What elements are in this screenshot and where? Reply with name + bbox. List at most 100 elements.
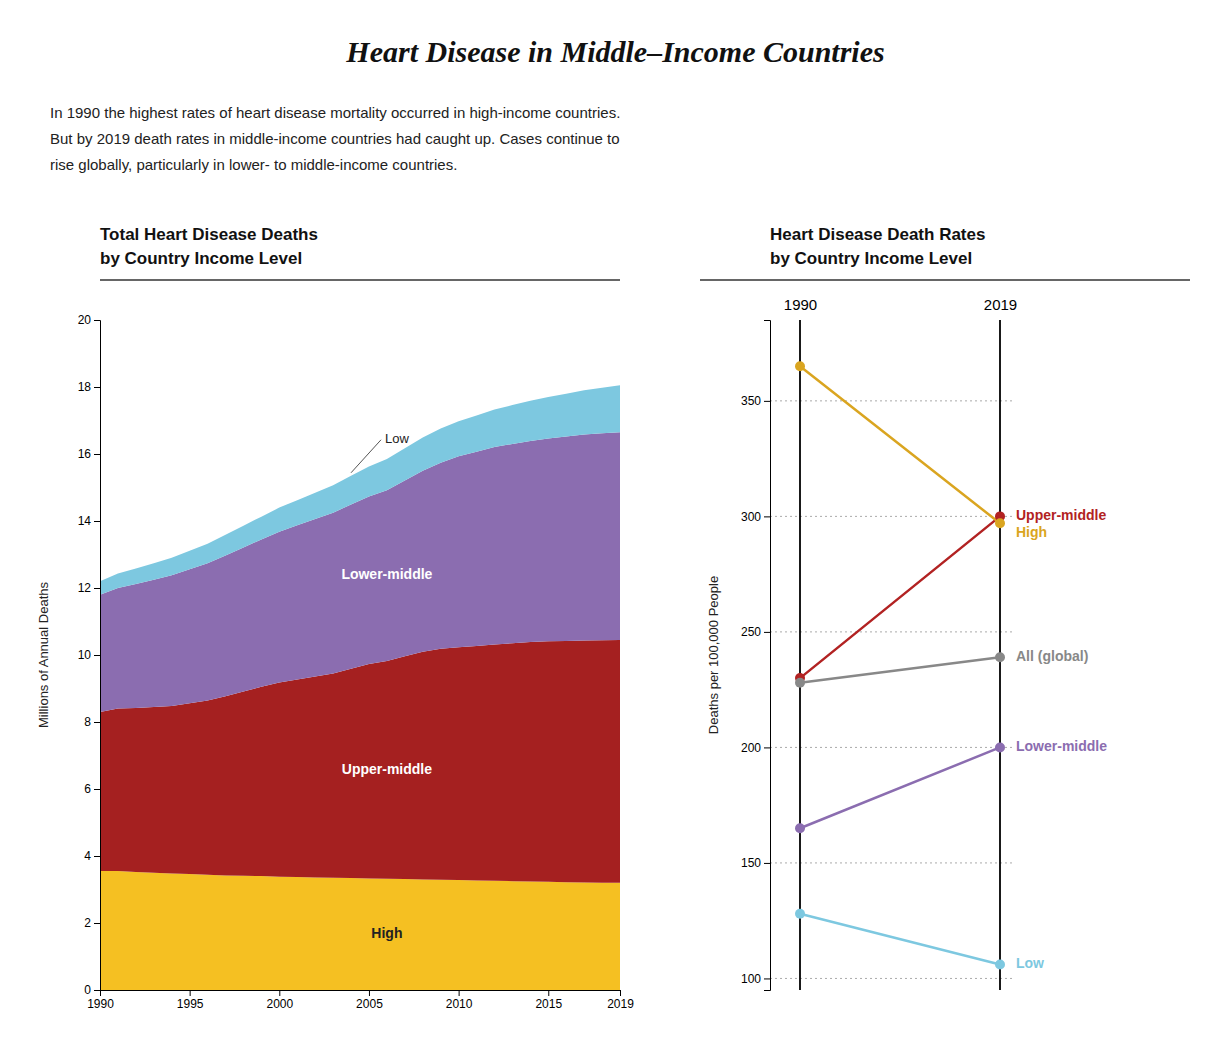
point (795, 823, 805, 833)
series-label: Low (1016, 955, 1044, 971)
tick: 14 (78, 514, 100, 528)
line (800, 366, 1000, 523)
tick: 1995 (177, 990, 204, 1011)
tick-mark (94, 655, 100, 656)
title: Heart Disease in Middle–Income Countries (345, 35, 884, 68)
tick: 0 (84, 983, 100, 997)
tick-label: 18 (78, 380, 92, 394)
axis-line (764, 321, 771, 991)
tick-mark (764, 978, 770, 979)
axis-line (101, 991, 621, 997)
tick: 2019 (607, 990, 634, 1011)
tick: 8 (84, 715, 100, 729)
tick-mark (764, 863, 770, 864)
tick: 12 (78, 581, 100, 595)
series-label: All (global) (1016, 648, 1088, 664)
tick-mark (620, 990, 621, 996)
point (795, 678, 805, 688)
tick-label: 10 (78, 648, 92, 662)
tick-mark (764, 401, 770, 402)
tick-label: 2019 (984, 296, 1017, 313)
tick: 2019 (984, 296, 1017, 320)
subtitle: But by 2019 death rates in middle-income… (50, 130, 620, 147)
subtitle: In 1990 the highest rates of heart disea… (50, 104, 620, 121)
point (795, 361, 805, 371)
grid-line (770, 978, 1015, 979)
tick: 1990 (784, 296, 817, 320)
tick-mark (369, 990, 370, 996)
tick-label: 20 (78, 313, 92, 327)
grid-line (770, 631, 1015, 632)
grid-line (770, 400, 1015, 401)
point (995, 742, 1005, 752)
area (100, 871, 620, 990)
grid-line (770, 516, 1015, 517)
subtitle: rise globally, particularly in lower- to… (50, 156, 457, 173)
tick-label: 8 (84, 715, 91, 729)
tick: 250 (741, 625, 770, 639)
chart-area-panel: Total Heart Disease Deaths by Country Inc… (36, 225, 634, 1011)
tick-label: 2019 (607, 997, 634, 1011)
tick: 2 (84, 916, 100, 930)
point (995, 652, 1005, 662)
tick-label: 6 (84, 782, 91, 796)
line (800, 516, 1000, 678)
tick-mark (94, 320, 100, 321)
tick-mark (94, 722, 100, 723)
tick-label: 4 (84, 849, 91, 863)
figure: Heart Disease in Middle–Income Countries… (0, 0, 1231, 1057)
line (800, 657, 1000, 682)
grid-line (770, 862, 1015, 863)
point (995, 518, 1005, 528)
point (995, 960, 1005, 970)
tick-mark (94, 588, 100, 589)
tick-mark (94, 789, 100, 790)
series-label: Upper-middle (342, 761, 432, 777)
tick-mark (459, 990, 460, 996)
y-axis-title: Deaths per 100,000 People (706, 576, 721, 734)
x-axis: 1990 2019 (784, 296, 1017, 320)
chart-title: by Country Income Level (100, 249, 302, 268)
grid-line (770, 747, 1015, 748)
plot (100, 385, 620, 990)
tick: 300 (741, 510, 770, 524)
tick-mark (190, 990, 191, 996)
tick-mark (548, 990, 549, 996)
chart-title: Total Heart Disease Deaths (100, 225, 318, 244)
title-rule (700, 279, 1190, 281)
line (800, 747, 1000, 828)
tick-label: 14 (78, 514, 92, 528)
tick-label: 1990 (784, 296, 817, 313)
x-axis: 1990199520002005201020152019 (87, 990, 634, 1011)
chart-slope-panel: Heart Disease Death Ratesby Country Inco… (700, 225, 1190, 991)
tick-mark (94, 521, 100, 522)
tick-mark (94, 923, 100, 924)
series-label: High (1016, 524, 1047, 540)
tick-mark (764, 747, 770, 748)
tick-mark (94, 387, 100, 388)
tick-label: 300 (741, 510, 761, 524)
tick: 20 (78, 313, 100, 327)
tick-label: 2005 (356, 997, 383, 1011)
tick-label: 1990 (87, 997, 114, 1011)
tick-label: 250 (741, 625, 761, 639)
tick: 2010 (446, 990, 473, 1011)
y-axis-title: Millions of Annual Deaths (36, 582, 51, 728)
area (100, 385, 620, 594)
tick-label: 200 (741, 741, 761, 755)
tick-label: 100 (741, 972, 761, 986)
tick: 6 (84, 782, 100, 796)
tick: 100 (741, 972, 770, 986)
tick-mark (764, 632, 770, 633)
series-label: Lower-middle (341, 566, 432, 582)
series-labels: HighUpper-middleLower-middleLow (341, 431, 432, 941)
tick-label: 2010 (446, 997, 473, 1011)
tick: 18 (78, 380, 100, 394)
category-line (799, 320, 801, 990)
series-label: Lower-middle (1016, 738, 1107, 754)
tick-mark (279, 990, 280, 996)
tick: 10 (78, 648, 100, 662)
grid (770, 401, 1015, 979)
series-label: Upper-middle (1016, 507, 1106, 523)
tick-label: 350 (741, 394, 761, 408)
